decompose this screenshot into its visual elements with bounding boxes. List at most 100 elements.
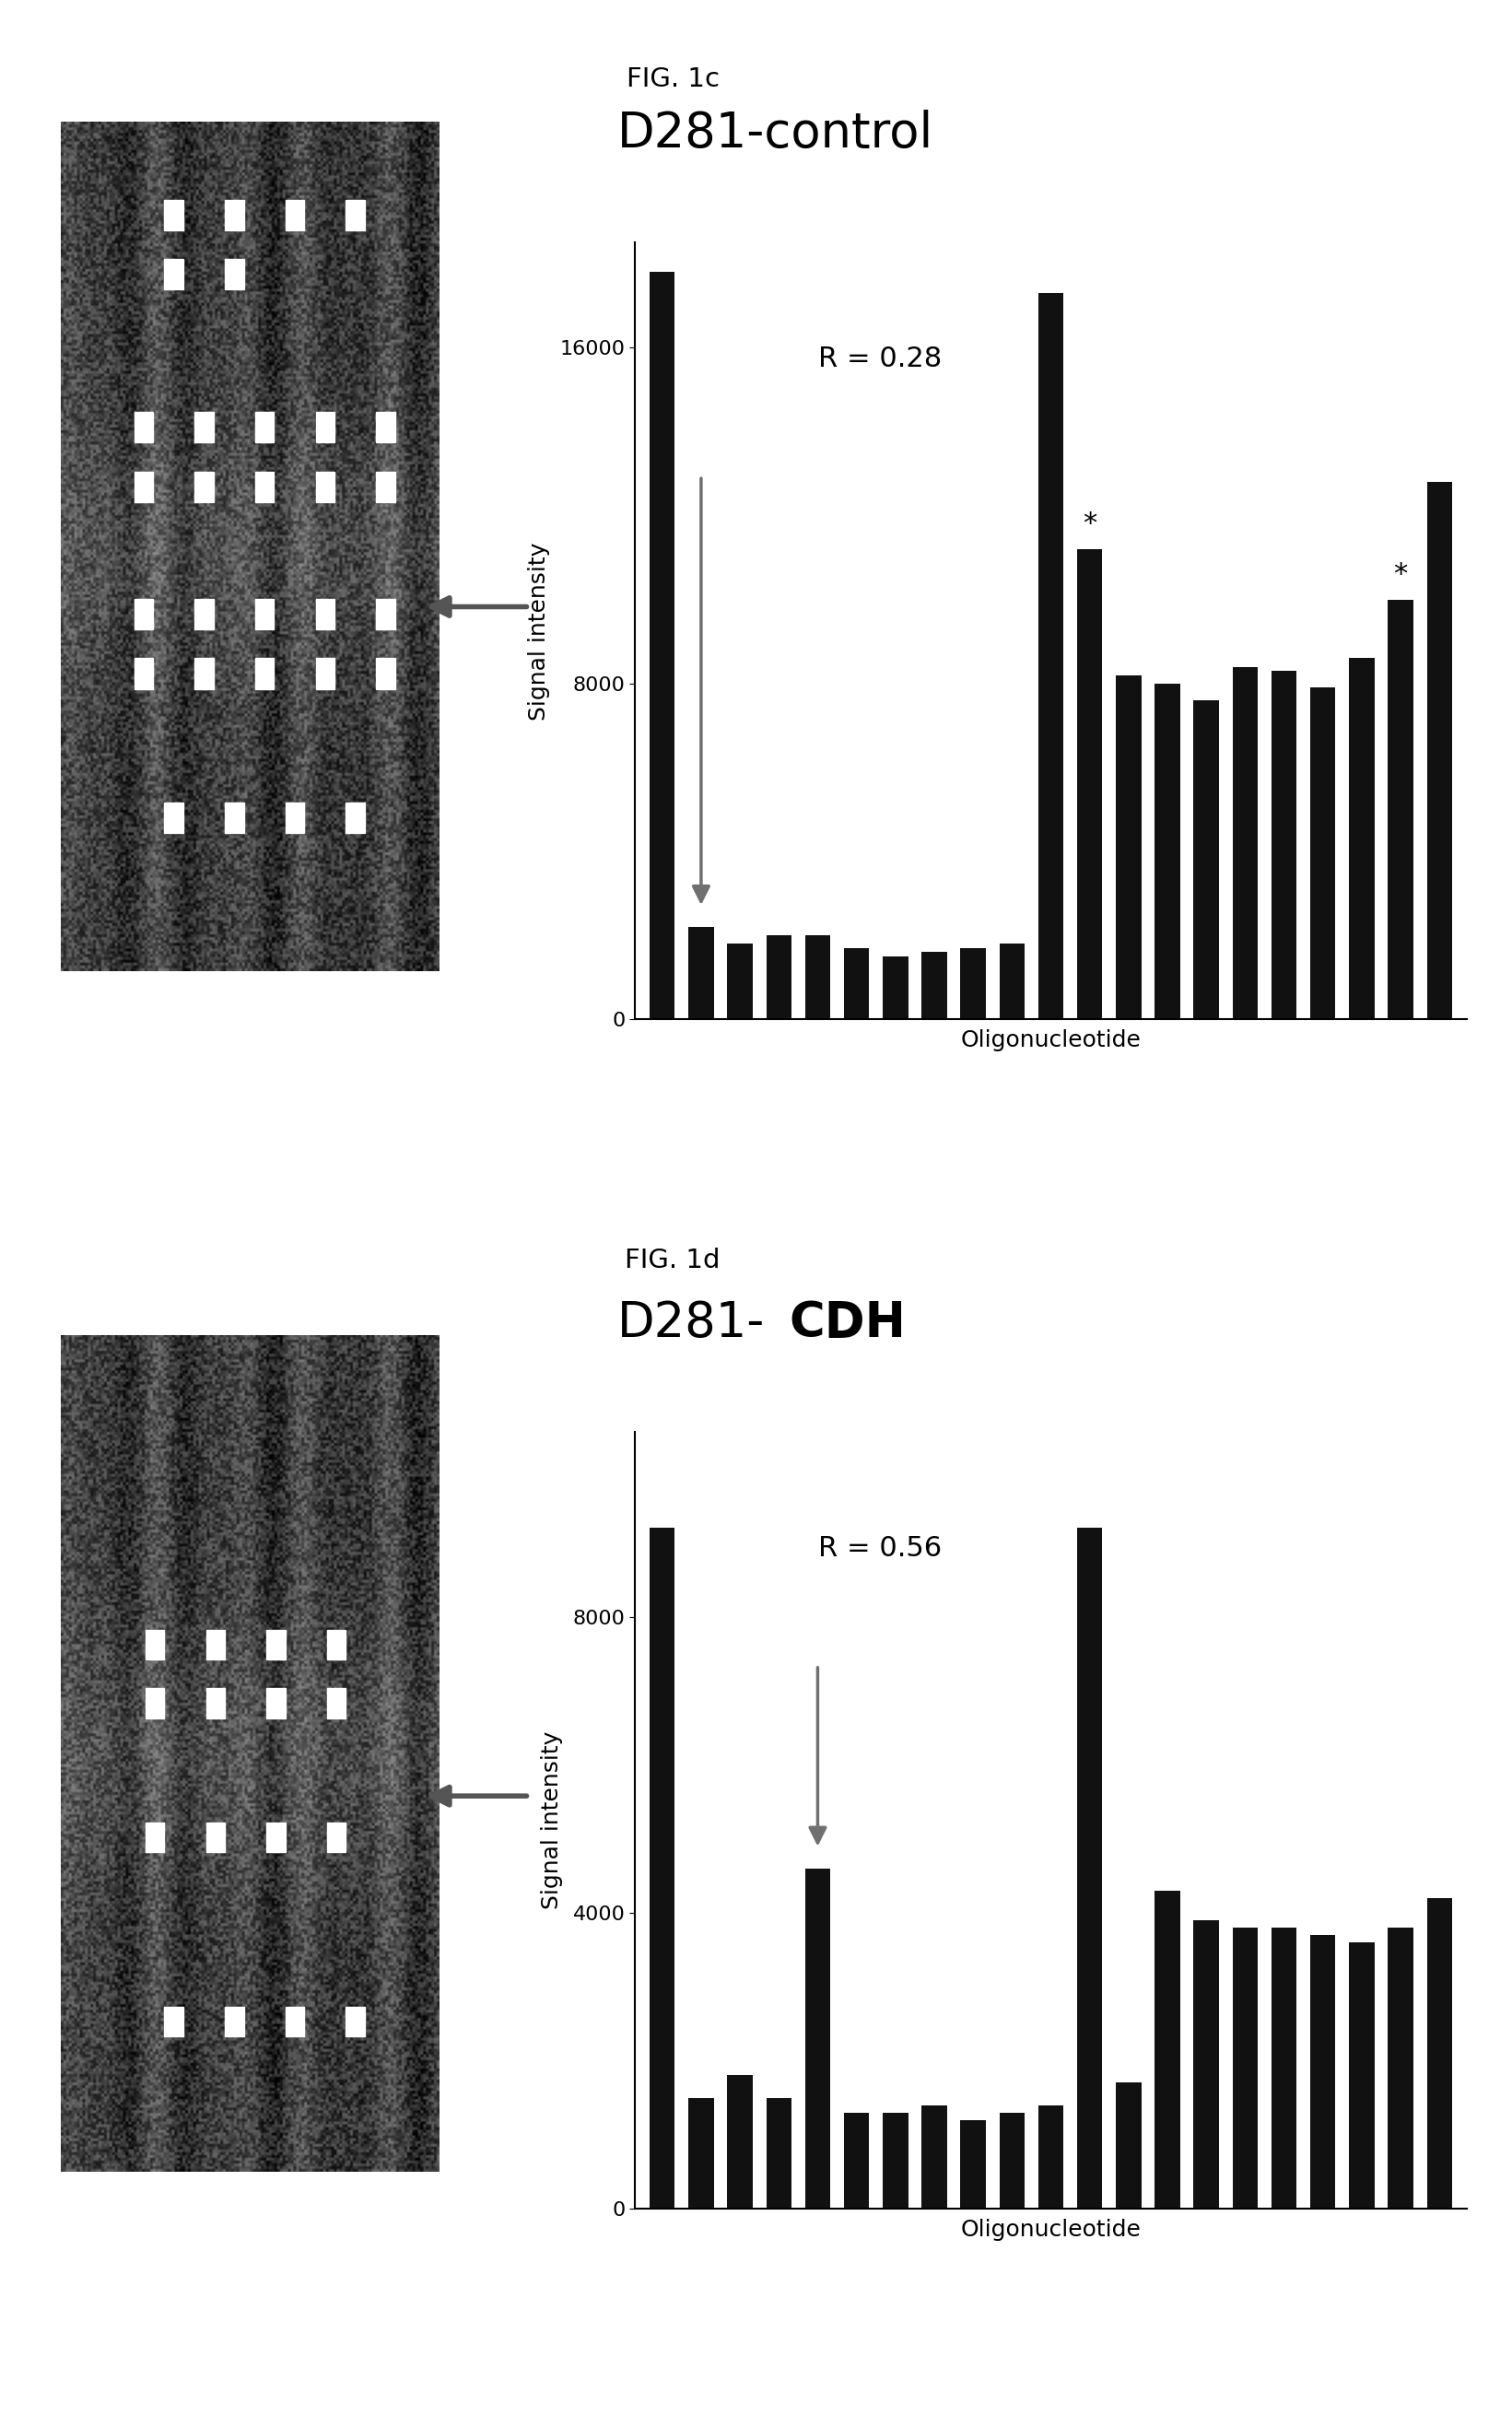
Bar xyxy=(1116,2082,1142,2209)
Bar xyxy=(225,260,243,289)
Bar xyxy=(346,2007,364,2036)
Bar xyxy=(1311,687,1335,1019)
Bar xyxy=(206,1823,225,1852)
Bar xyxy=(165,2007,183,2036)
Bar xyxy=(165,260,183,289)
Bar xyxy=(999,944,1025,1019)
Bar xyxy=(376,658,395,689)
Bar xyxy=(316,471,334,502)
Bar xyxy=(195,471,213,502)
Bar xyxy=(316,599,334,629)
Bar xyxy=(135,413,153,442)
Y-axis label: Signal intensity: Signal intensity xyxy=(528,541,550,721)
Bar xyxy=(767,934,791,1019)
Text: FIG. 1c: FIG. 1c xyxy=(626,66,720,92)
Bar xyxy=(1232,1927,1258,2209)
Bar xyxy=(1427,1898,1452,2209)
Bar xyxy=(145,1689,165,1718)
Bar xyxy=(266,1629,286,1660)
Bar xyxy=(1349,658,1374,1019)
Text: D281-: D281- xyxy=(617,1298,765,1347)
Text: R = 0.56: R = 0.56 xyxy=(818,1534,942,1561)
Bar xyxy=(844,949,869,1019)
Bar xyxy=(135,658,153,689)
Bar xyxy=(1272,1927,1297,2209)
Bar xyxy=(165,199,183,231)
Text: *: * xyxy=(1083,510,1096,536)
Bar xyxy=(165,803,183,832)
Bar xyxy=(1155,684,1179,1019)
Bar xyxy=(688,927,714,1019)
Bar xyxy=(266,1689,286,1718)
Bar xyxy=(256,413,274,442)
Bar xyxy=(195,413,213,442)
Bar xyxy=(256,599,274,629)
Bar xyxy=(135,471,153,502)
Bar xyxy=(256,471,274,502)
Bar xyxy=(727,944,753,1019)
Bar xyxy=(195,599,213,629)
Bar xyxy=(1039,294,1063,1019)
Bar xyxy=(1116,675,1142,1019)
Text: CDH: CDH xyxy=(789,1298,906,1347)
Bar xyxy=(688,2097,714,2209)
Bar xyxy=(327,1823,346,1852)
Bar xyxy=(883,2111,909,2209)
Bar xyxy=(1427,483,1452,1019)
Bar xyxy=(145,1823,165,1852)
Bar xyxy=(1039,2104,1063,2209)
Bar xyxy=(376,471,395,502)
Bar xyxy=(960,949,986,1019)
Bar xyxy=(206,1629,225,1660)
Bar xyxy=(804,934,830,1019)
Bar xyxy=(767,2097,791,2209)
Bar xyxy=(135,599,153,629)
Bar xyxy=(346,199,364,231)
Bar xyxy=(346,803,364,832)
Bar xyxy=(727,2075,753,2209)
Bar xyxy=(225,199,243,231)
Bar xyxy=(1077,549,1102,1019)
Bar xyxy=(922,951,947,1019)
Bar xyxy=(883,956,909,1019)
Text: FIG. 1d: FIG. 1d xyxy=(624,1247,721,1274)
Text: *: * xyxy=(1394,561,1408,587)
Bar xyxy=(327,1689,346,1718)
Bar xyxy=(286,199,304,231)
Bar xyxy=(376,599,395,629)
X-axis label: Oligonucleotide: Oligonucleotide xyxy=(960,1029,1142,1051)
X-axis label: Oligonucleotide: Oligonucleotide xyxy=(960,2218,1142,2240)
Bar xyxy=(266,1823,286,1852)
Bar xyxy=(195,658,213,689)
Bar xyxy=(1077,1529,1102,2209)
Bar xyxy=(1349,1942,1374,2209)
Bar xyxy=(1311,1934,1335,2209)
Bar xyxy=(256,658,274,689)
Text: R = 0.28: R = 0.28 xyxy=(818,345,942,371)
Bar xyxy=(376,413,395,442)
Y-axis label: Signal intensity: Signal intensity xyxy=(541,1730,562,1910)
Bar xyxy=(650,1529,674,2209)
Text: D281-control: D281-control xyxy=(617,109,933,158)
Bar xyxy=(225,2007,243,2036)
Bar xyxy=(1388,599,1414,1019)
Bar xyxy=(922,2104,947,2209)
Bar xyxy=(145,1629,165,1660)
Bar xyxy=(999,2111,1025,2209)
Bar xyxy=(804,1869,830,2209)
Bar xyxy=(327,1629,346,1660)
Bar xyxy=(1193,701,1219,1019)
Bar xyxy=(1272,670,1297,1019)
Bar xyxy=(316,413,334,442)
Bar xyxy=(206,1689,225,1718)
Bar xyxy=(1388,1927,1414,2209)
Bar xyxy=(650,272,674,1019)
Bar xyxy=(225,803,243,832)
Bar xyxy=(844,2111,869,2209)
Bar xyxy=(1155,1891,1179,2209)
Bar xyxy=(286,2007,304,2036)
Bar xyxy=(960,2119,986,2209)
Bar xyxy=(1193,1920,1219,2209)
Bar xyxy=(1232,667,1258,1019)
Bar xyxy=(316,658,334,689)
